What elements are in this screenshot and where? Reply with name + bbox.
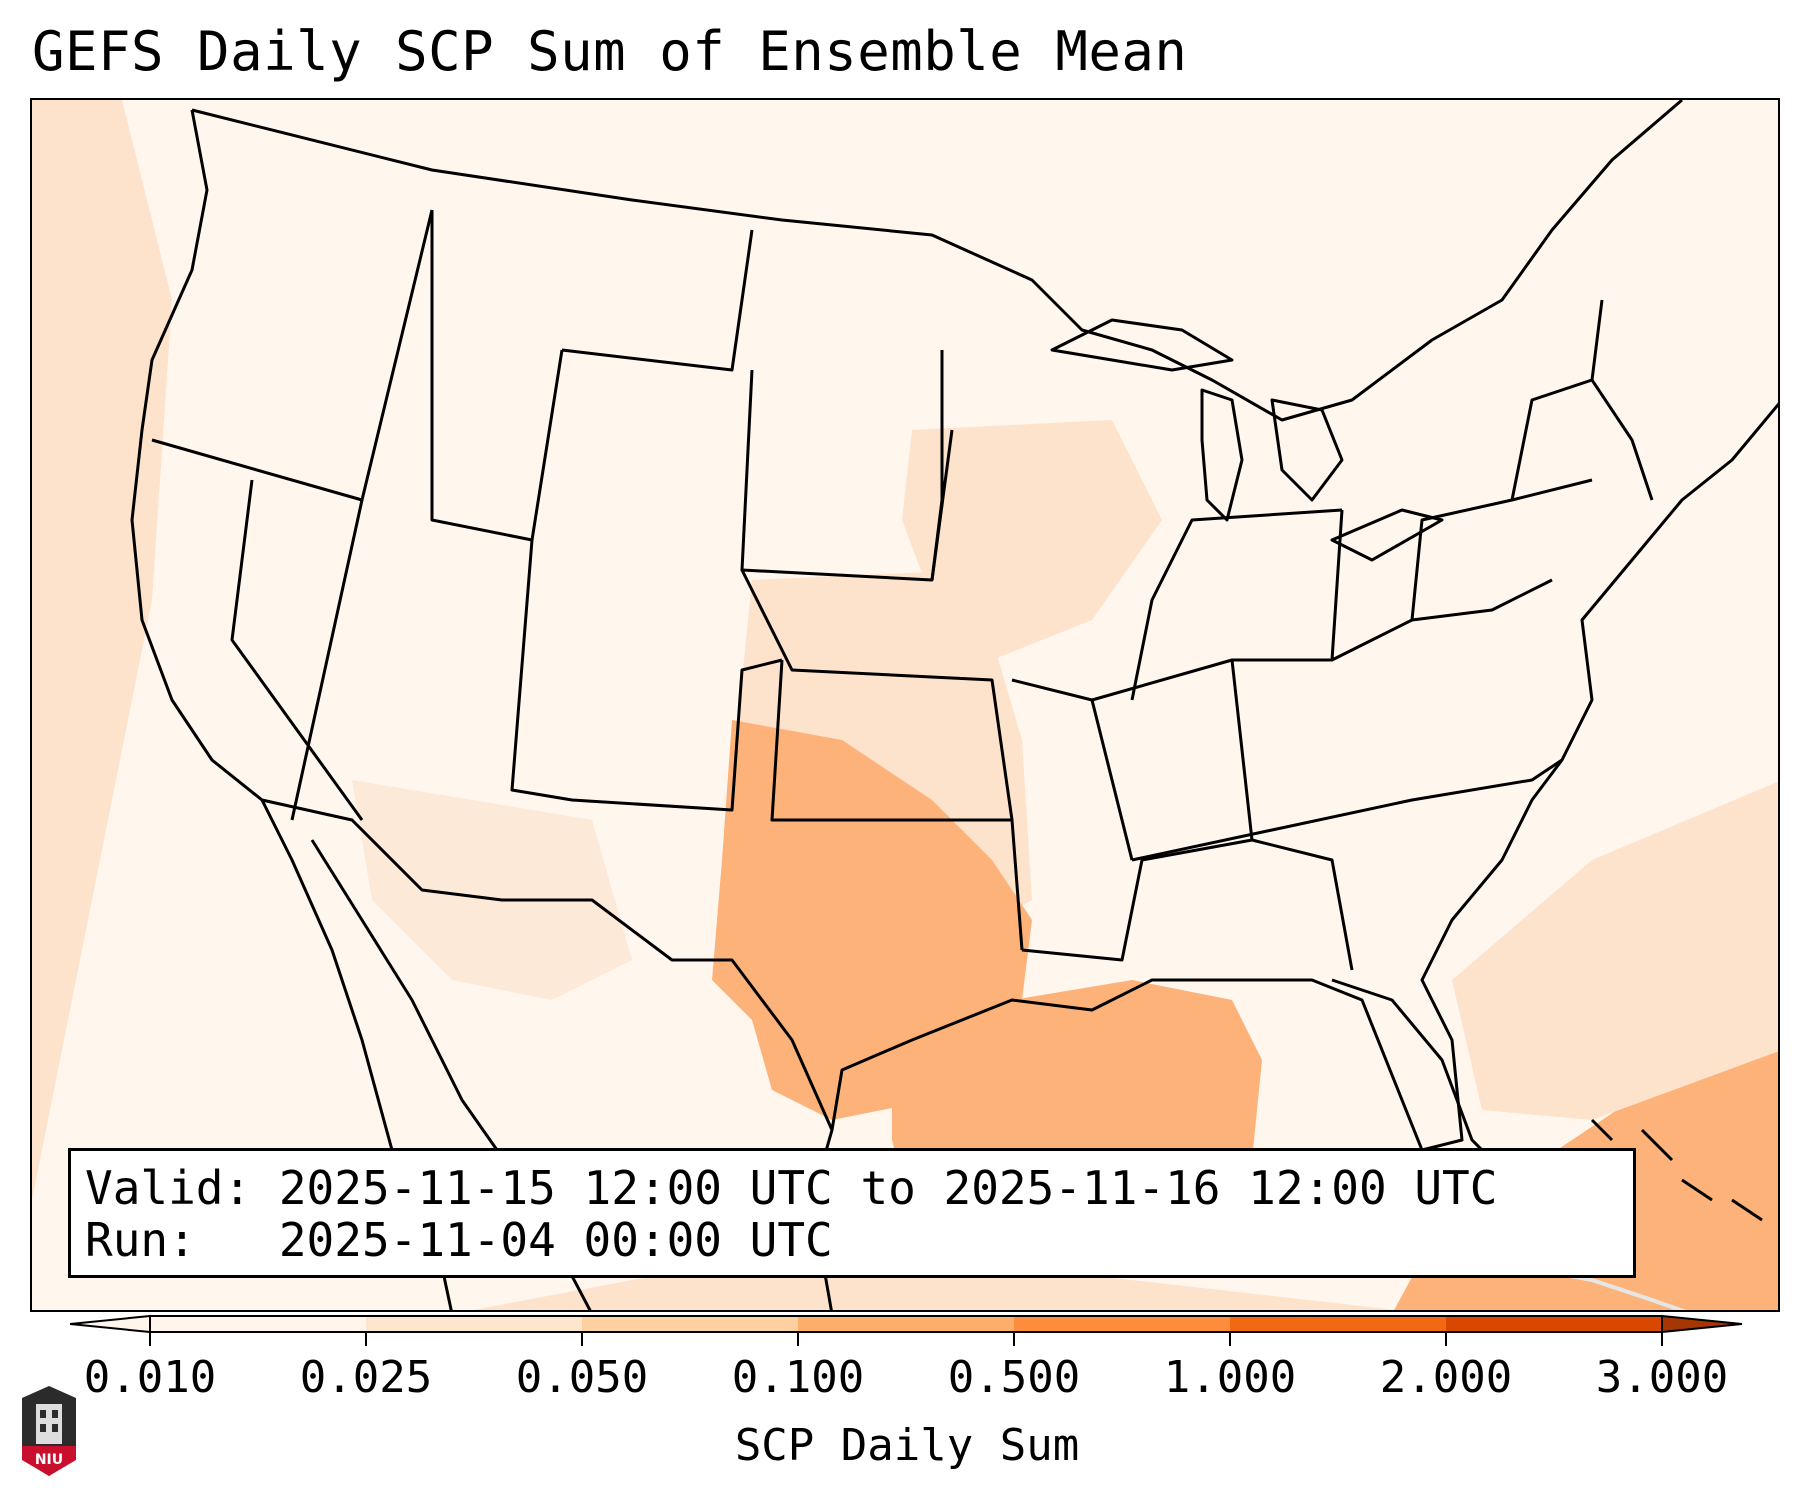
field-lower-band [473, 1250, 1397, 1310]
colorbar-segment [366, 1316, 582, 1332]
state-lines-west [151, 209, 944, 821]
canada-border [191, 100, 1683, 422]
colorbar-label: SCP Daily Sum [734, 1420, 1080, 1471]
colorbar-segment [1446, 1316, 1662, 1332]
run-time-label: Run: 2025-11-04 00:00 UTC [85, 1213, 833, 1267]
colorbar-tick-label: 0.010 [83, 1352, 217, 1403]
logo-text: NIU [35, 1452, 63, 1468]
colorbar-outline [149, 1315, 1663, 1333]
lake-huron [1270, 398, 1344, 502]
colorbar-tick-label: 1.000 [1163, 1352, 1297, 1403]
logo-banner [22, 1446, 76, 1476]
field-atlantic [1452, 781, 1778, 1120]
colorbar-tick-label: 3.000 [1595, 1352, 1729, 1403]
bahamas [1590, 1118, 1763, 1222]
lake-michigan [1200, 388, 1244, 522]
logo-tower [36, 1404, 62, 1444]
field-southwest [352, 780, 632, 1000]
field-west-band [32, 100, 172, 1200]
lake-erie [1330, 508, 1444, 562]
boundaries [130, 100, 1778, 1310]
colorbar-segment [150, 1316, 366, 1332]
map-canvas [32, 100, 1778, 1310]
colorbar-segment [798, 1316, 1014, 1332]
niu-logo: NIU [22, 1386, 76, 1476]
scp-field [32, 100, 1778, 1310]
colorbar-segment [1014, 1316, 1230, 1332]
colorbar-tick-label: 0.500 [947, 1352, 1081, 1403]
colorbar-segments [70, 1314, 1743, 1334]
colorbar-extend-low [70, 1314, 151, 1334]
colorbar-tick-label: 0.025 [299, 1352, 433, 1403]
valid-time-label: Valid: 2025-11-15 12:00 UTC to 2025-11-1… [85, 1161, 1498, 1215]
state-lines-central [740, 429, 1354, 971]
state-lines-northeast [1510, 299, 1654, 501]
colorbar-tick-label: 2.000 [1379, 1352, 1513, 1403]
colorbar-segment [582, 1316, 798, 1332]
colorbar [70, 1314, 1743, 1346]
map-title: GEFS Daily SCP Sum of Ensemble Mean [32, 20, 1188, 83]
us-outline [130, 109, 1778, 1152]
colorbar-tick-label: 0.100 [731, 1352, 865, 1403]
colorbar-ticks [149, 1332, 1663, 1346]
colorbar-segment [1230, 1316, 1446, 1332]
info-box: Valid: 2025-11-15 12:00 UTC to 2025-11-1… [68, 1148, 1636, 1278]
map-panel: Valid: 2025-11-15 12:00 UTC to 2025-11-1… [30, 98, 1780, 1312]
colorbar-tick-label: 0.050 [515, 1352, 649, 1403]
lake-superior [1050, 318, 1234, 372]
state-lines-east [1091, 478, 1593, 862]
colorbar-extend-high [1661, 1314, 1743, 1334]
